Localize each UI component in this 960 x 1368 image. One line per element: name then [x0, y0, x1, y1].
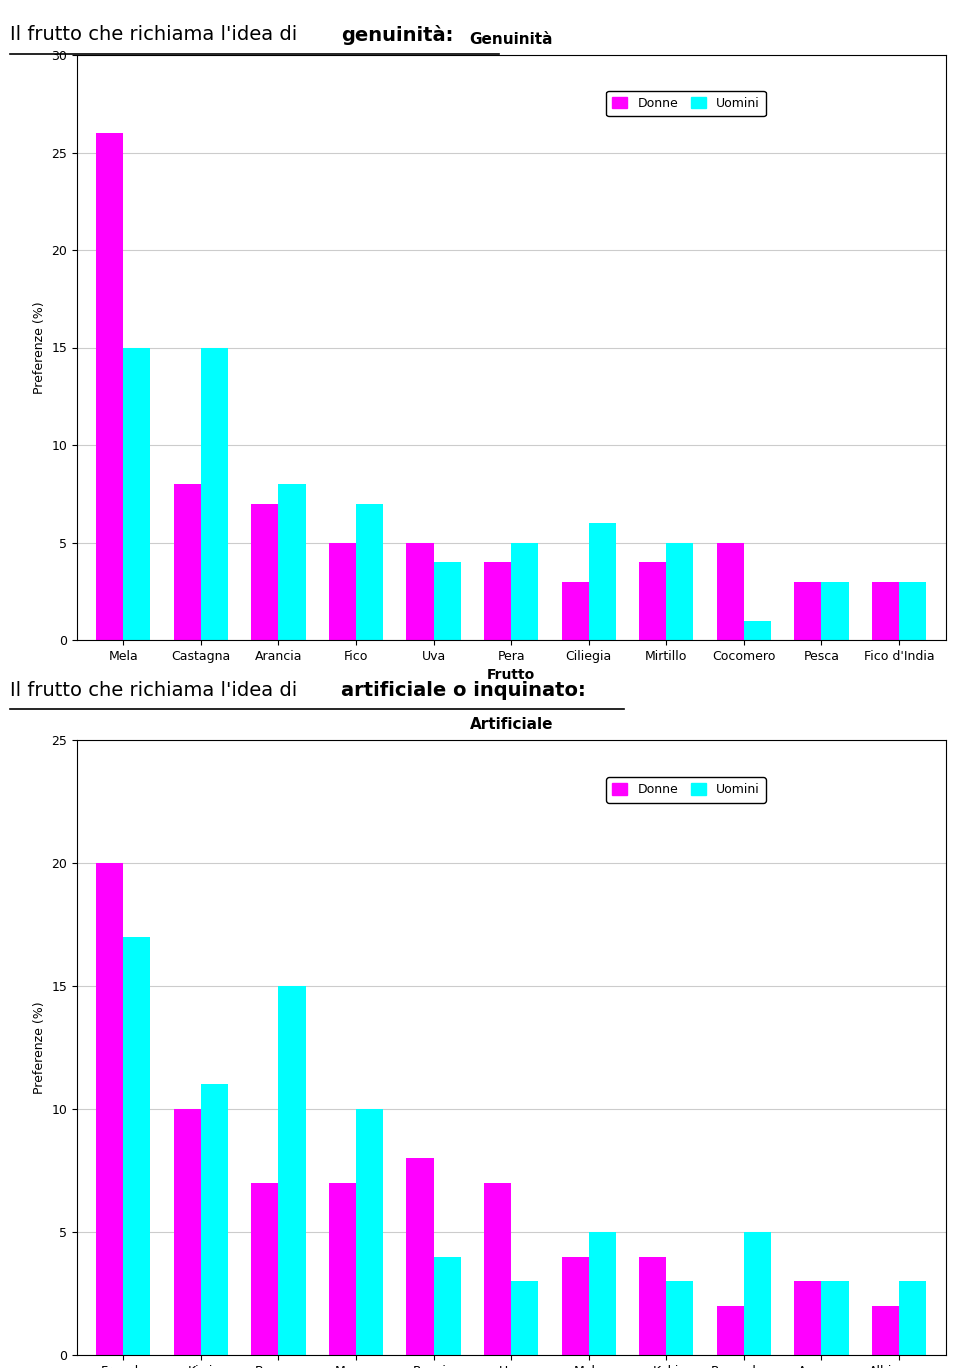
Bar	[329, 543, 356, 640]
Bar	[639, 1257, 666, 1354]
Bar	[174, 1109, 201, 1354]
Title: Genuinità: Genuinità	[469, 31, 553, 47]
Bar	[872, 581, 900, 640]
Bar	[329, 1183, 356, 1354]
Bar	[174, 484, 201, 640]
Title: Artificiale: Artificiale	[469, 717, 553, 732]
Bar	[356, 503, 383, 640]
Bar	[96, 133, 123, 640]
Y-axis label: Preferenze (%): Preferenze (%)	[33, 1001, 46, 1094]
Bar	[512, 543, 539, 640]
Bar	[96, 863, 123, 1354]
Text: artificiale o inquinato:: artificiale o inquinato:	[341, 680, 586, 699]
Bar	[588, 523, 616, 640]
Bar	[562, 581, 588, 640]
Bar	[900, 1282, 926, 1354]
Legend: Donne, Uomini: Donne, Uomini	[606, 90, 765, 116]
Bar	[406, 1159, 434, 1354]
Bar	[484, 1183, 512, 1354]
Bar	[278, 484, 305, 640]
Bar	[666, 1282, 693, 1354]
Bar	[744, 1233, 771, 1354]
Text: genuinità:: genuinità:	[341, 25, 453, 45]
Legend: Donne, Uomini: Donne, Uomini	[606, 777, 765, 803]
Bar	[278, 986, 305, 1354]
Bar	[794, 581, 822, 640]
Bar	[717, 543, 744, 640]
Bar	[822, 1282, 849, 1354]
Bar	[717, 1306, 744, 1354]
Bar	[666, 543, 693, 640]
Bar	[406, 543, 434, 640]
Bar	[512, 1282, 539, 1354]
Bar	[201, 1085, 228, 1354]
Bar	[434, 1257, 461, 1354]
Bar	[484, 562, 512, 640]
X-axis label: Frutto: Frutto	[487, 669, 536, 683]
Bar	[434, 562, 461, 640]
Bar	[822, 581, 849, 640]
Bar	[356, 1109, 383, 1354]
Bar	[201, 347, 228, 640]
Bar	[252, 1183, 278, 1354]
Y-axis label: Preferenze (%): Preferenze (%)	[33, 301, 46, 394]
Bar	[252, 503, 278, 640]
Bar	[123, 347, 151, 640]
Bar	[900, 581, 926, 640]
Bar	[123, 937, 151, 1354]
Bar	[639, 562, 666, 640]
Text: Il frutto che richiama l'idea di: Il frutto che richiama l'idea di	[10, 26, 303, 45]
Bar	[588, 1233, 616, 1354]
Bar	[872, 1306, 900, 1354]
Bar	[794, 1282, 822, 1354]
Bar	[562, 1257, 588, 1354]
Bar	[744, 621, 771, 640]
Text: Il frutto che richiama l'idea di: Il frutto che richiama l'idea di	[10, 680, 303, 699]
